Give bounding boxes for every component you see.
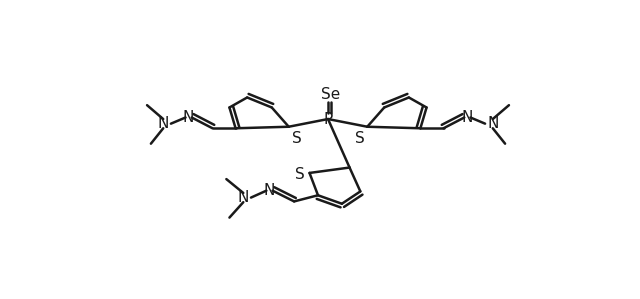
- Text: S: S: [292, 131, 301, 146]
- Text: N: N: [237, 190, 249, 205]
- Text: N: N: [264, 183, 275, 198]
- Text: S: S: [294, 167, 305, 182]
- Text: N: N: [183, 110, 195, 125]
- Text: P: P: [323, 112, 333, 126]
- Text: S: S: [355, 131, 364, 146]
- Text: Se: Se: [321, 87, 340, 102]
- Text: N: N: [157, 116, 169, 131]
- Text: N: N: [487, 116, 499, 131]
- Text: N: N: [461, 110, 473, 125]
